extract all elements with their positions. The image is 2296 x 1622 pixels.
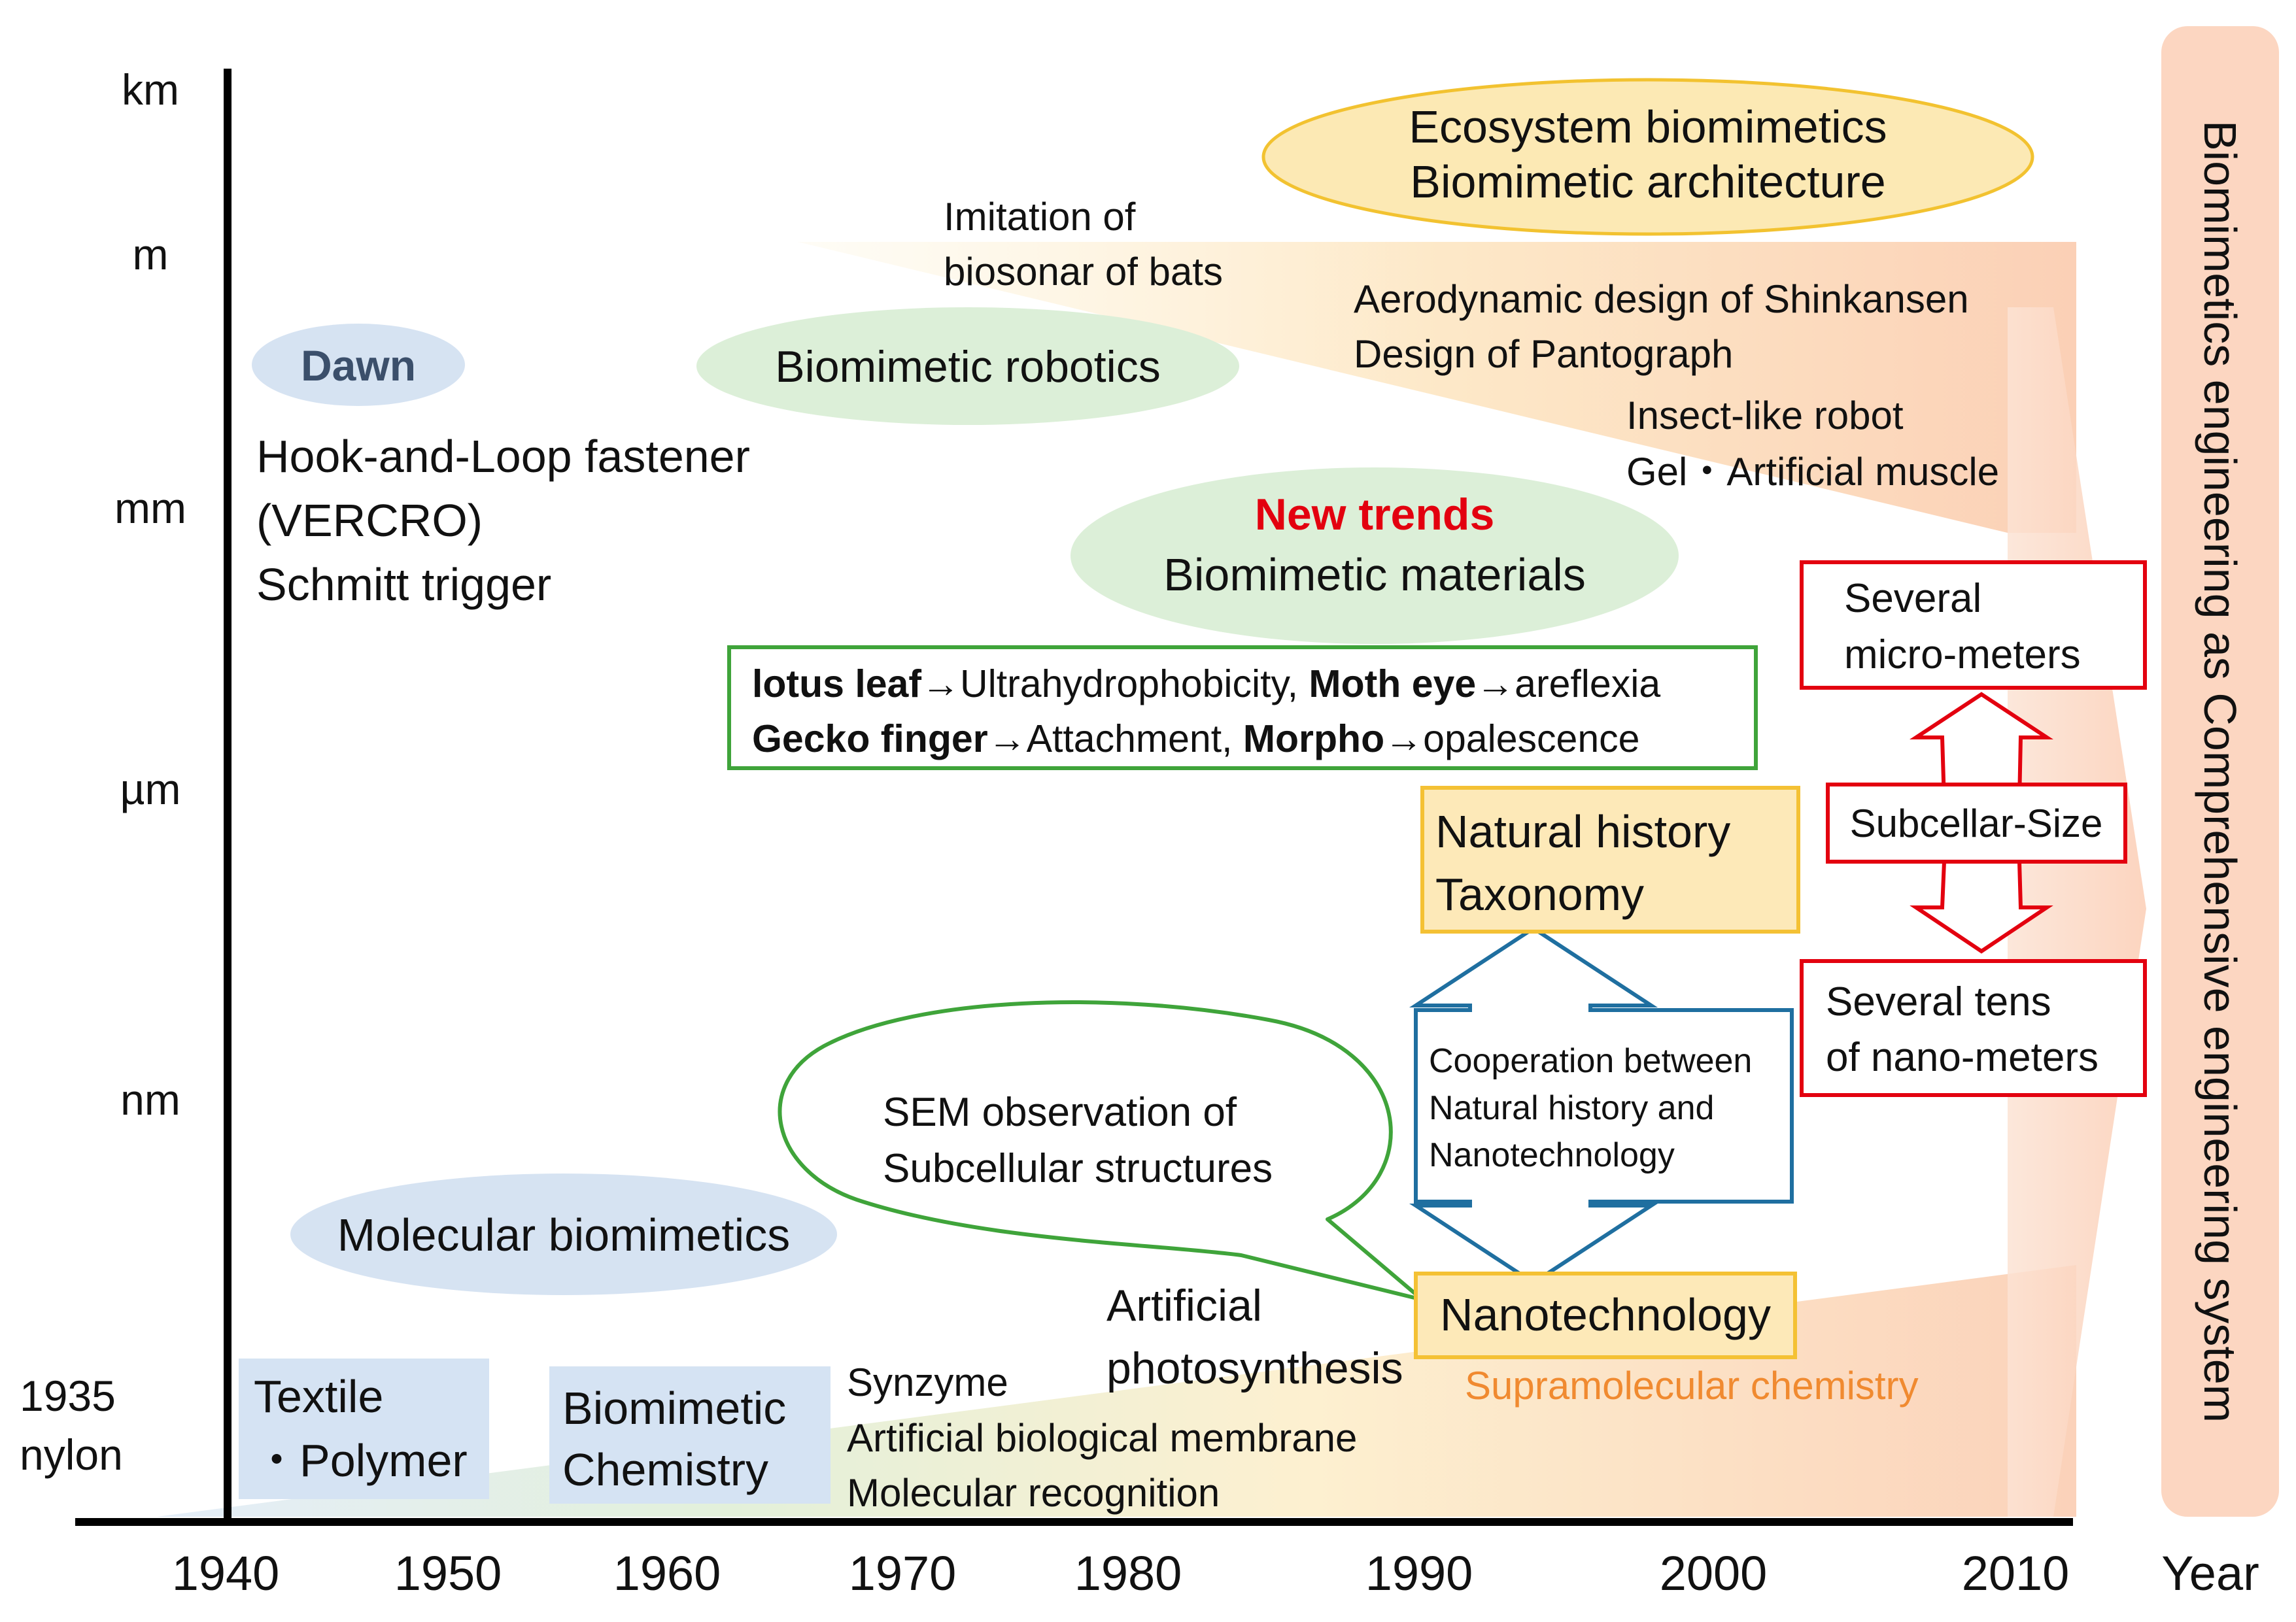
nanotechnology-box (1414, 1272, 1797, 1359)
y-label-um: µm (120, 765, 180, 813)
sem-speech-bubble (778, 1000, 1424, 1302)
textile-polymer-box (239, 1359, 489, 1499)
biomimetic-chemistry-line-2: Chemistry (562, 1444, 768, 1495)
natural-history-line-1: Natural history (1435, 806, 1730, 857)
dawn-oval (252, 324, 465, 406)
x-label-2000: 2000 (1660, 1546, 1768, 1600)
photosynthesis-line-1: Artificial (1106, 1281, 1262, 1330)
biomimetic-chemistry-box (549, 1366, 831, 1504)
lotus-leaf-effect: →Ultrahydrophobicity, (921, 662, 1309, 705)
biomimetic-robotics-oval (696, 307, 1239, 425)
dawn-label: Dawn (301, 341, 416, 390)
natural-history-box (1420, 786, 1800, 934)
x-label-1990: 1990 (1365, 1546, 1473, 1600)
shinkansen-line-2: Design of Pantograph (1354, 332, 1733, 376)
dawn-item-1: Hook-and-Loop fastener (256, 431, 750, 482)
molecular-biomimetics-label: Molecular biomimetics (337, 1209, 790, 1260)
new-trends-title: New trends (1255, 490, 1495, 539)
cooperation-line-2: Natural history and (1429, 1089, 1714, 1127)
new-trends-body: Biomimetic materials (1163, 549, 1586, 600)
new-trends-oval (1071, 467, 1679, 644)
nano-meters-line-1: Several tens (1826, 979, 2051, 1024)
x-label-1950: 1950 (394, 1546, 502, 1600)
cooperation-line-1: Cooperation between (1429, 1042, 1752, 1080)
x-axis-unit-label: Year (2161, 1546, 2259, 1600)
y-label-m: m (133, 230, 169, 279)
natural-history-line-2: Taxonomy (1435, 869, 1644, 920)
moth-eye-term: Moth eye (1309, 662, 1476, 705)
shinkansen-line-1: Aerodynamic design of Shinkansen (1354, 277, 1969, 321)
nanotechnology-label: Nanotechnology (1440, 1289, 1771, 1340)
robot-item-2: Gel・Artificial muscle (1626, 450, 1999, 494)
lower-red-double-arrow (1910, 860, 2053, 954)
bats-line-1: Imitation of (944, 195, 1136, 239)
chem-item-recognition: Molecular recognition (847, 1471, 1220, 1515)
ecosystem-line-1: Ecosystem biomimetics (1409, 101, 1887, 152)
materials-examples-box (727, 645, 1758, 770)
sem-line-2: Subcellular structures (883, 1146, 1273, 1191)
origin-label-year: 1935 (20, 1372, 116, 1420)
y-label-km: km (122, 65, 179, 114)
sem-line-1: SEM observation of (883, 1090, 1237, 1135)
morpho-effect: →opalescence (1384, 717, 1639, 760)
nano-meters-box (1800, 959, 2147, 1097)
robotics-trend-wedge (798, 242, 2076, 533)
ecosystem-line-2: Biomimetic architecture (1410, 156, 1885, 207)
right-banner-text: Biomimetics engineering as Comprehensive… (2195, 120, 2246, 1423)
cooperation-double-arrow-frame (1409, 926, 1794, 1285)
photosynthesis-line-2: photosynthesis (1106, 1343, 1403, 1393)
textile-line-1: Textile (254, 1371, 383, 1422)
x-label-2010: 2010 (1962, 1546, 2070, 1600)
biomimetic-robotics-label: Biomimetic robotics (775, 342, 1161, 392)
nano-meters-line-2: of nano-meters (1826, 1035, 2099, 1080)
gecko-finger-term: Gecko finger (752, 717, 988, 760)
molecular-biomimetics-oval (290, 1174, 837, 1295)
chem-item-membrane: Artificial biological membrane (847, 1416, 1357, 1460)
x-label-1980: 1980 (1074, 1546, 1182, 1600)
materials-row-1: lotus leaf→Ultrahydrophobicity, Moth eye… (752, 662, 1660, 705)
origin-label-nylon: nylon (20, 1430, 123, 1479)
right-banner-background (2161, 26, 2279, 1517)
supramolecular-chemistry-label: Supramolecular chemistry (1465, 1364, 1919, 1408)
y-label-mm: mm (114, 484, 186, 532)
x-label-1970: 1970 (849, 1546, 957, 1600)
chem-item-synzyme: Synzyme (847, 1360, 1008, 1404)
moth-eye-effect: →areflexia (1476, 662, 1660, 705)
cooperation-line-3: Nanotechnology (1429, 1136, 1675, 1174)
micro-meters-box (1800, 560, 2147, 690)
dawn-item-2: (VERCRO) (256, 495, 483, 546)
lotus-leaf-term: lotus leaf (752, 662, 921, 705)
morpho-term: Morpho (1243, 717, 1384, 760)
micro-meters-line-2: micro-meters (1844, 632, 2081, 677)
biomimetic-chemistry-line-1: Biomimetic (562, 1383, 786, 1434)
bats-line-2: biosonar of bats (944, 250, 1223, 294)
x-label-1960: 1960 (613, 1546, 721, 1600)
y-label-nm: nm (120, 1075, 180, 1124)
gecko-finger-effect: →Attachment, (988, 717, 1243, 760)
micro-meters-line-1: Several (1844, 576, 1981, 621)
ecosystem-oval (1261, 78, 2034, 236)
robot-item-1: Insect-like robot (1626, 394, 1904, 437)
subcellular-size-label: Subcellar-Size (1850, 802, 2103, 845)
materials-row-2: Gecko finger→Attachment, Morpho→opalesce… (752, 717, 1639, 760)
subcellular-size-box (1826, 783, 2127, 864)
textile-line-2: ・Polymer (254, 1435, 468, 1486)
dawn-item-3: Schmitt trigger (256, 559, 551, 610)
x-label-1940: 1940 (172, 1546, 280, 1600)
